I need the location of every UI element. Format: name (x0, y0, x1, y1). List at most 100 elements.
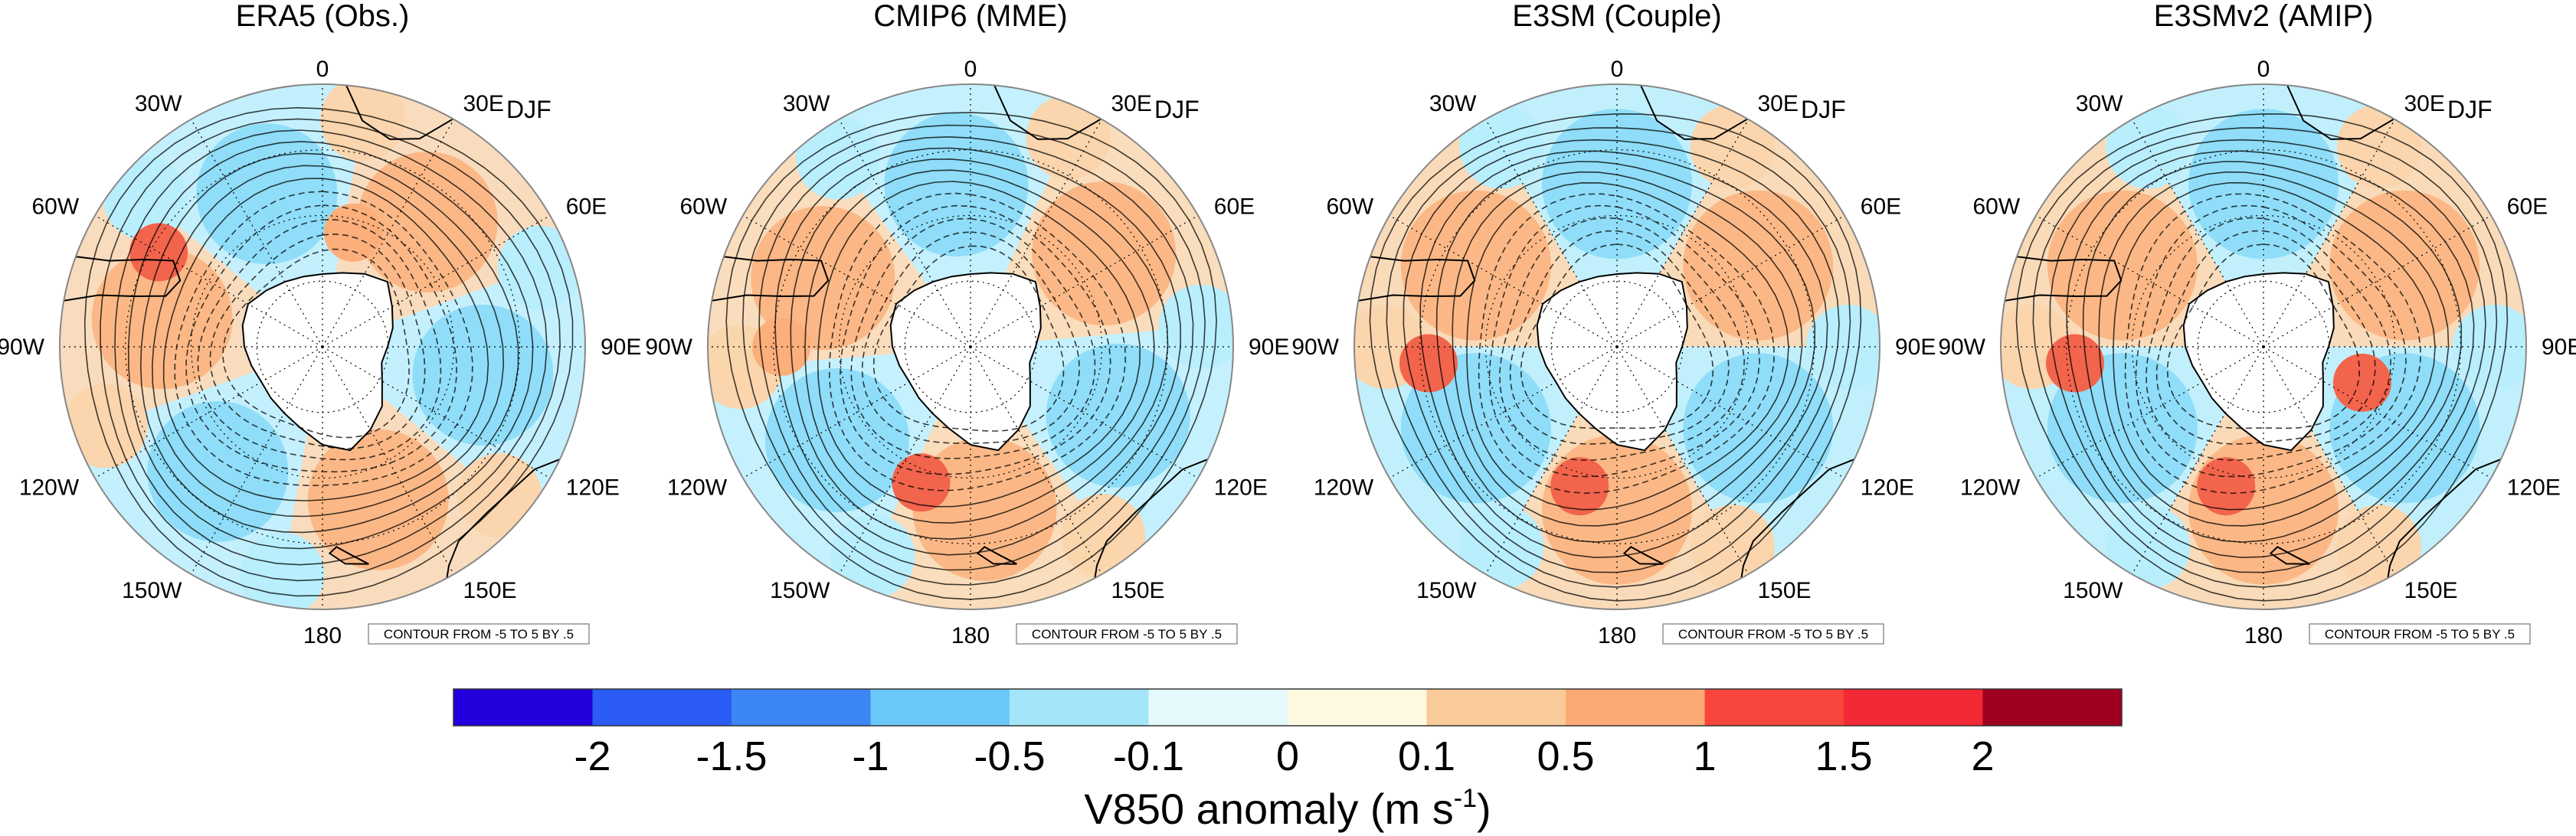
colorbar-swatch (1426, 689, 1566, 726)
anomaly-core (1683, 190, 1834, 341)
anomaly-peak (892, 453, 951, 512)
meridian (1484, 346, 1618, 575)
meridian (970, 119, 1103, 348)
meridian (1389, 214, 1618, 348)
contour-negative (1509, 230, 1730, 445)
longitude-label: 150E (1758, 578, 1812, 603)
meridian (2263, 346, 2396, 575)
latitude-circle (2066, 149, 2461, 544)
contour-negative (840, 204, 1111, 475)
longitude-label: 90W (1291, 335, 1339, 360)
longitude-label: 0 (964, 57, 977, 82)
africa-coastline (345, 84, 456, 140)
colorbar-tick-label: 2 (1971, 733, 1994, 779)
longitude-label: 120E (2507, 475, 2561, 501)
panel-title: E3SMv2 (AMIP) (2154, 0, 2374, 33)
meridian (94, 346, 323, 479)
contour-note: CONTOUR FROM -5 TO 5 BY .5 (1678, 627, 1868, 642)
contour-note: CONTOUR FROM -5 TO 5 BY .5 (1032, 627, 1222, 642)
south-america-coastline (62, 256, 182, 302)
contour-positive (804, 169, 1155, 524)
contour-positive (1386, 127, 1851, 588)
longitude-label: 90E (2542, 335, 2576, 360)
contour-positive (758, 136, 1194, 571)
anomaly-peak (323, 203, 382, 262)
meridian (190, 119, 323, 348)
anomaly-outer (1026, 95, 1111, 180)
longitude-label: 0 (2257, 57, 2270, 82)
longitude-label: 150W (122, 578, 182, 603)
new-zealand-coastline (2269, 546, 2310, 565)
latitude-circle (190, 214, 455, 479)
longitude-label: 120E (566, 475, 620, 501)
contour-note: CONTOUR FROM -5 TO 5 BY .5 (384, 627, 574, 642)
map-panel: ERA5 (Obs.) 0 30E 60E 90E 120E 150E 180 150W 120W… (0, 0, 641, 648)
panel-title: ERA5 (Obs.) (236, 0, 410, 33)
anomaly-peak (2197, 457, 2256, 516)
south-america-coastline (710, 256, 830, 302)
contour-negative (185, 204, 458, 473)
contour-positive (2032, 127, 2498, 588)
colorbar-swatch (1844, 689, 1983, 726)
anomaly-core (751, 206, 895, 351)
longitude-label: 0 (316, 57, 329, 82)
australia-coastline (1740, 457, 1858, 580)
latitude-circle (2131, 214, 2396, 479)
meridian (2035, 346, 2264, 479)
contour-positive (817, 181, 1141, 508)
longitude-label: 150W (1416, 578, 1477, 603)
colorbar-tick-label: -0.1 (1113, 733, 1184, 779)
longitude-label: 60W (1973, 194, 2021, 220)
longitude-label: 120W (1314, 475, 1374, 501)
longitude-label: 60E (1214, 194, 1255, 220)
contour-negative (1499, 217, 1746, 461)
contour-positive (774, 147, 1181, 556)
meridian (2131, 346, 2264, 575)
meridian (1389, 346, 1618, 479)
meridian (322, 119, 455, 348)
anomaly-core (2047, 190, 2198, 341)
contour-negative (861, 231, 1081, 444)
longitude-label: 150W (770, 578, 830, 603)
colorbar-tick-label: -0.5 (974, 733, 1045, 779)
longitude-label: 90W (645, 335, 692, 360)
map-border (2000, 83, 2527, 610)
longitude-label: 150W (2063, 578, 2123, 603)
meridian (1484, 119, 1618, 348)
contour-positive (100, 118, 561, 582)
meridian (838, 346, 971, 575)
meridian (2263, 119, 2396, 348)
contour-note-box (368, 623, 590, 645)
contour-negative (209, 233, 426, 449)
meridian (970, 214, 1199, 348)
africa-coastline (1639, 84, 1750, 140)
contour-positive (83, 106, 574, 597)
colorbar-swatch (1704, 689, 1844, 726)
colorbar-tick-label: -1.5 (696, 733, 767, 779)
longitude-label: 60W (1327, 194, 1374, 220)
longitude-label: 120E (1214, 475, 1268, 501)
latitude-circle (773, 149, 1168, 544)
contour-negative (222, 248, 410, 439)
colorbar-tick-label: 1 (1693, 733, 1716, 779)
anomaly-core (1032, 181, 1177, 325)
new-zealand-coastline (976, 546, 1017, 565)
meridian (1616, 214, 1845, 348)
colorbar-tick-label: -2 (574, 733, 610, 779)
meridian (2035, 214, 2264, 348)
map-panel: CMIP6 (MME) 0 30E 60E 90E 120E 150E 180 150W 120W… (645, 0, 1289, 648)
meridian (322, 346, 455, 575)
longitude-label: 90E (601, 335, 641, 360)
map-panel: E3SM (Couple) 0 30E 60E 90E 120E 150E 180 150W 12… (1291, 0, 1936, 648)
longitude-label: 30E (463, 91, 504, 116)
colorbar-swatch (1010, 689, 1149, 726)
longitude-label: 60E (566, 194, 607, 220)
longitude-label: 90W (1938, 335, 1985, 360)
longitude-label: 150E (1111, 578, 1165, 603)
contour-positive (152, 165, 505, 518)
panel-title: CMIP6 (MME) (873, 0, 1067, 33)
colorbar-swatch (1288, 689, 1427, 726)
latitude-circle (125, 149, 520, 544)
anomaly-core (1400, 190, 1551, 341)
